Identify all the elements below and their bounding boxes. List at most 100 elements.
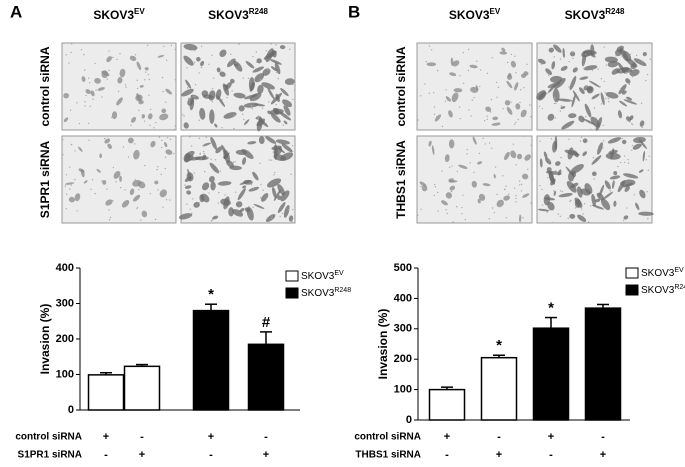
pore	[203, 153, 205, 155]
pore	[158, 136, 161, 138]
pore	[593, 178, 595, 180]
cell	[629, 69, 640, 77]
pore	[425, 60, 428, 63]
pore	[530, 202, 532, 204]
column-label-sup: R248	[249, 7, 269, 16]
condition-label: THBS1 siRNA	[355, 450, 421, 461]
condition-mark: +	[103, 431, 109, 443]
cell	[271, 49, 277, 58]
pore	[136, 206, 139, 209]
cell	[277, 195, 282, 200]
pore	[282, 124, 285, 126]
condition-label: control siRNA	[354, 432, 421, 443]
pore	[149, 124, 151, 126]
pore	[428, 92, 431, 95]
cell	[117, 77, 123, 84]
pore	[486, 118, 489, 120]
cell	[590, 53, 596, 58]
cell	[555, 161, 561, 166]
cell	[583, 65, 598, 71]
pore	[275, 71, 278, 73]
cell	[578, 115, 585, 123]
pore	[450, 190, 453, 193]
cell	[638, 169, 644, 173]
pore	[118, 90, 120, 93]
cell	[524, 154, 531, 161]
pore	[199, 153, 201, 155]
pore	[134, 179, 136, 181]
pore	[218, 191, 220, 194]
pore	[556, 172, 558, 174]
cell	[190, 94, 199, 100]
cell	[235, 201, 243, 208]
pore	[433, 194, 435, 197]
pore	[571, 52, 574, 54]
pore	[193, 61, 196, 63]
pore	[281, 100, 284, 102]
cell	[616, 67, 630, 74]
pore	[458, 106, 461, 108]
pore	[486, 115, 488, 117]
cell	[85, 89, 91, 95]
cell	[102, 180, 107, 185]
pore	[610, 150, 613, 152]
pore	[467, 69, 470, 72]
cell	[129, 188, 135, 196]
pore	[85, 94, 87, 97]
pore	[169, 138, 172, 141]
pore	[515, 121, 517, 124]
cell	[244, 207, 251, 213]
cell	[242, 185, 247, 189]
pore	[208, 192, 210, 194]
cell	[632, 143, 642, 150]
pore	[617, 165, 619, 168]
pore	[505, 185, 507, 187]
pore	[165, 198, 168, 201]
pore	[80, 49, 83, 51]
cell	[280, 190, 290, 202]
column-label-sup: R248	[605, 7, 625, 16]
cell	[577, 214, 587, 222]
pore	[161, 76, 164, 79]
pore	[433, 183, 436, 186]
pore	[173, 152, 175, 155]
cell	[63, 117, 69, 123]
pore	[493, 211, 496, 214]
cell	[252, 66, 265, 73]
pore	[240, 216, 242, 218]
pore	[292, 208, 294, 211]
pore	[65, 193, 68, 195]
pore	[252, 188, 254, 190]
cell	[139, 85, 144, 88]
pore	[205, 136, 207, 139]
pore	[602, 147, 604, 149]
pore	[292, 83, 294, 86]
condition-mark: +	[600, 449, 606, 461]
pore	[510, 86, 512, 89]
pore	[68, 166, 71, 168]
pore	[193, 95, 195, 98]
pore	[437, 210, 439, 212]
cell	[233, 61, 243, 72]
pore	[181, 114, 184, 116]
pore	[83, 69, 86, 71]
cell	[183, 43, 198, 51]
pore	[95, 89, 97, 91]
cell	[545, 157, 552, 165]
pore	[61, 42, 64, 45]
pore	[530, 144, 532, 147]
pore	[490, 111, 492, 113]
cell	[113, 170, 121, 179]
legend-swatch	[285, 270, 299, 282]
pore	[572, 57, 574, 60]
pore	[186, 67, 188, 69]
pore	[605, 97, 607, 99]
cell	[625, 78, 631, 84]
cell	[184, 185, 192, 189]
pore	[133, 118, 135, 120]
pore	[432, 92, 435, 94]
pore	[559, 190, 562, 192]
pore	[602, 140, 605, 142]
pore	[430, 49, 433, 51]
pore	[275, 44, 277, 46]
